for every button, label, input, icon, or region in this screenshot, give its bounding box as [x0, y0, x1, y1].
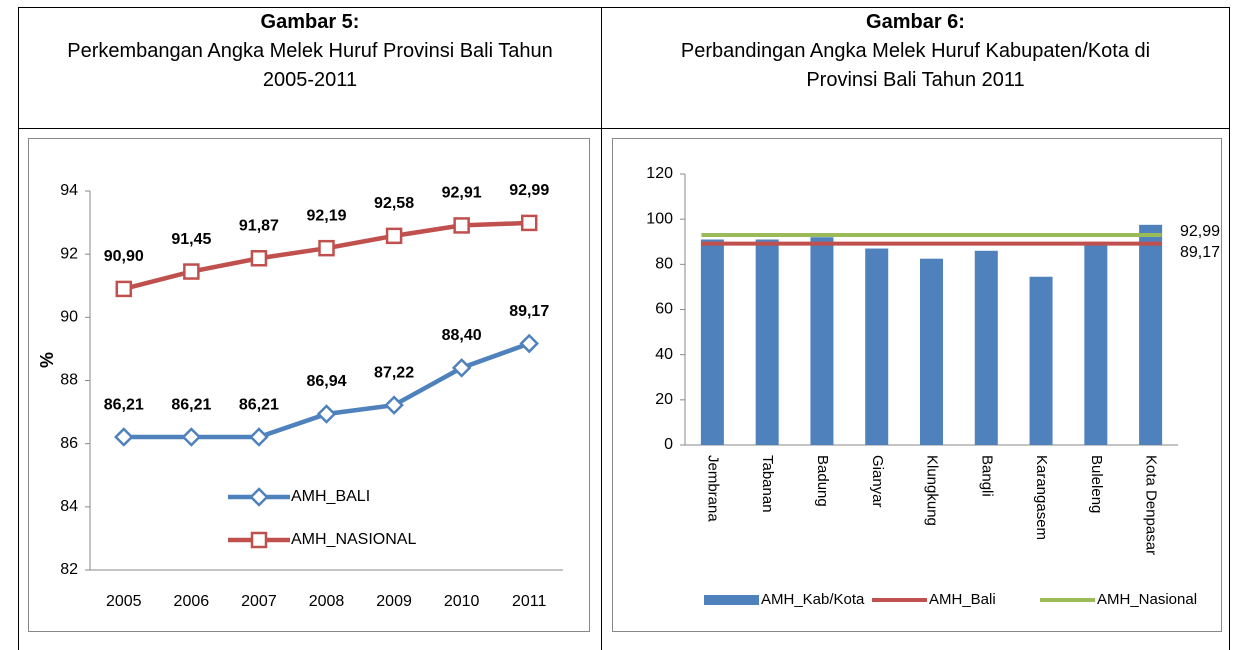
data-label: 87,22	[374, 364, 414, 381]
data-label: 89,17	[509, 303, 549, 320]
x-tick-label: Klungkung	[924, 455, 941, 526]
data-label: 92,19	[306, 207, 346, 224]
point-marker	[250, 531, 268, 549]
data-label: 90,90	[104, 248, 144, 265]
data-label: 86,94	[306, 373, 346, 390]
bar	[974, 250, 998, 445]
data-label: 89,17	[1180, 244, 1220, 261]
bar	[919, 258, 944, 445]
point-marker	[181, 427, 202, 447]
bar	[865, 248, 889, 445]
point-marker	[385, 227, 403, 245]
point-marker	[250, 250, 268, 267]
y-tick-label: 90	[60, 309, 78, 326]
legend-label: AMH_Nasional	[1097, 591, 1197, 608]
legend-swatch	[704, 595, 759, 605]
data-label: 92,99	[1180, 223, 1220, 240]
table-border	[18, 7, 19, 650]
header: Gambar 6: Perbandingan Angka Melek Huruf…	[602, 8, 1229, 95]
point-marker	[318, 239, 335, 257]
x-tick-label: 2008	[309, 593, 345, 610]
y-tick-label: 84	[60, 498, 78, 515]
y-tick-label: 92	[60, 245, 78, 262]
data-label: 92,99	[509, 182, 549, 199]
x-tick-label: Buleleng	[1088, 455, 1105, 513]
legend-label: AMH_BALI	[291, 488, 370, 505]
y-tick-label: 60	[655, 301, 673, 318]
x-tick-label: 2006	[174, 593, 210, 610]
y-tick-label: 94	[60, 182, 78, 199]
x-tick-label: 2011	[512, 593, 547, 610]
legend-label: AMH_Kab/Kota	[761, 591, 865, 608]
y-tick-label: 82	[60, 561, 78, 578]
point-marker	[249, 487, 269, 507]
y-tick-label: 88	[60, 372, 78, 389]
bar	[755, 239, 779, 445]
table-border	[1229, 7, 1230, 650]
x-tick-label: 2010	[444, 593, 480, 610]
bar	[1084, 241, 1108, 445]
x-tick-label: Karangasem	[1033, 455, 1050, 540]
bar	[700, 239, 724, 445]
bar-chart: 0 20 40 60 80 100 120 Jembrana Tabanan Badung Gian…	[612, 138, 1222, 632]
bar	[1139, 224, 1163, 445]
data-label: 91,45	[171, 231, 211, 248]
line-chart: 82 84 86 88 90 92 94 2005 2006 2007 2008 2009 2010 20…	[28, 138, 590, 632]
point-marker	[519, 333, 539, 354]
x-tick-label: 2007	[241, 593, 277, 610]
point-marker	[316, 404, 337, 424]
data-label: 92,91	[442, 185, 482, 202]
x-tick-label: 2009	[376, 593, 412, 610]
header: Gambar 5: Perkembangan Angka Melek Huruf…	[19, 8, 601, 95]
y-tick-label: 80	[655, 256, 673, 273]
y-tick-label: 20	[655, 391, 673, 408]
y-tick-label: 120	[646, 165, 673, 182]
legend-label: AMH_Bali	[929, 591, 996, 608]
data-label: 88,40	[442, 327, 482, 344]
y-tick-label: 40	[655, 346, 673, 363]
figure-number: Gambar 5:	[260, 11, 360, 33]
x-tick-label: Kota Denpasar	[1143, 455, 1160, 555]
data-label: 86,21	[104, 396, 144, 413]
legend-label: AMH_NASIONAL	[291, 531, 416, 548]
point-marker	[453, 217, 470, 234]
x-tick-label: Gianyar	[869, 455, 886, 508]
point-marker	[520, 214, 538, 232]
x-tick-label: Bangli	[978, 455, 995, 497]
table-border	[18, 7, 1230, 8]
bar	[810, 237, 834, 445]
figure-caption: Perbandingan Angka Melek Huruf Kabupaten…	[680, 40, 1151, 91]
data-label: 92,58	[374, 195, 414, 212]
data-label: 91,87	[239, 217, 279, 234]
point-marker	[183, 263, 200, 280]
x-tick-label: Jembrana	[704, 455, 721, 522]
point-marker	[249, 427, 269, 447]
table-border	[18, 128, 1230, 129]
figure-caption: Perkembangan Angka Melek Huruf Provinsi …	[67, 40, 553, 91]
table-border	[601, 7, 602, 650]
point-marker	[451, 358, 472, 378]
chart-frame	[28, 138, 590, 632]
bar	[1029, 276, 1053, 445]
y-tick-label: 100	[646, 210, 673, 227]
y-axis-label: %	[37, 352, 57, 368]
point-marker	[114, 427, 134, 447]
data-label: 86,21	[171, 396, 211, 413]
y-tick-label: 0	[664, 436, 673, 453]
x-tick-label: Badung	[814, 455, 831, 507]
y-tick-label: 86	[60, 435, 78, 452]
data-label: 86,21	[239, 396, 279, 413]
x-tick-label: 2005	[106, 593, 142, 610]
figure-number: Gambar 6:	[866, 11, 965, 33]
point-marker	[384, 395, 404, 415]
point-marker	[115, 280, 133, 298]
x-tick-label: Tabanan	[759, 455, 776, 513]
